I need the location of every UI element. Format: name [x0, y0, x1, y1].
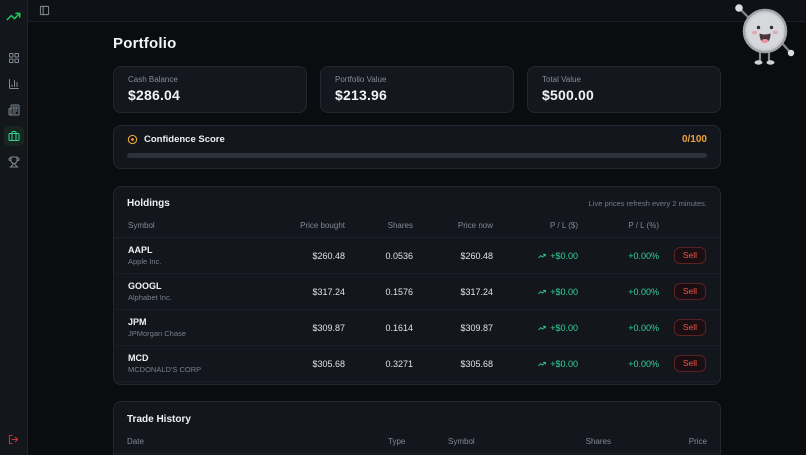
- holding-pl-dollar: +$0.00: [493, 359, 578, 369]
- table-row: AAPL Apple Inc. $260.48 0.0536 $260.48 +…: [114, 238, 720, 274]
- holding-price-bought: $260.48: [312, 250, 345, 261]
- stat-label: Total Value: [542, 75, 581, 84]
- column-header: Symbol: [128, 221, 155, 230]
- trending-up-icon: [6, 12, 21, 21]
- column-header: Date: [127, 437, 144, 446]
- column-header: Price now: [457, 221, 493, 230]
- column-header: Price bought: [300, 221, 345, 230]
- holding-shares: 0.3271: [385, 358, 413, 369]
- holding-shares: 0.0536: [385, 250, 413, 261]
- stat-value: $286.04: [128, 87, 181, 103]
- confidence-panel: Confidence Score 0/100: [113, 125, 721, 169]
- holding-symbol: JPM: [128, 317, 147, 327]
- holding-price-now: $305.68: [460, 358, 493, 369]
- trade-history-panel: Trade History Date Type Symbol Shares Pr…: [113, 401, 721, 455]
- holding-company: Alphabet Inc.: [128, 293, 172, 302]
- holding-shares: 0.1614: [385, 322, 413, 333]
- holding-price-bought: $309.87: [312, 322, 345, 333]
- table-row: MCD MCDONALD'S CORP $305.68 0.3271 $305.…: [114, 346, 720, 382]
- sell-button[interactable]: Sell: [673, 318, 706, 337]
- logout-icon: [8, 434, 19, 445]
- holding-price-now: $309.87: [460, 322, 493, 333]
- app-logo[interactable]: [6, 9, 21, 24]
- topbar: [28, 0, 806, 22]
- sell-button[interactable]: Sell: [673, 354, 706, 373]
- trade-history-table-header: Date Type Symbol Shares Price: [114, 435, 720, 454]
- sidebar-nav: [3, 48, 24, 172]
- holding-pl-dollar: +$0.00: [493, 251, 578, 261]
- confidence-progress-track: [127, 153, 707, 158]
- sidebar-item-dashboard[interactable]: [4, 48, 24, 68]
- sidebar-item-leaderboard[interactable]: [4, 152, 24, 172]
- stat-card: Cash Balance $286.04: [113, 66, 307, 113]
- holding-price-bought: $305.68: [312, 358, 345, 369]
- holding-pl-dollar: +$0.00: [493, 323, 578, 333]
- trending-up-icon: [538, 325, 546, 330]
- bar-chart-icon: [8, 79, 19, 89]
- holding-shares: 0.1576: [385, 286, 413, 297]
- briefcase-icon: [8, 131, 19, 141]
- sidebar-item-charts[interactable]: [4, 74, 24, 94]
- column-header: Price: [688, 437, 707, 446]
- trending-up-icon: [538, 361, 546, 366]
- stats-row: Cash Balance $286.04 Portfolio Value $21…: [113, 66, 721, 113]
- column-header: Symbol: [448, 437, 475, 446]
- newspaper-icon: [8, 104, 19, 116]
- sidebar-item-news[interactable]: [4, 100, 24, 120]
- trending-up-icon: [538, 253, 546, 258]
- holding-price-now: $317.24: [460, 286, 493, 297]
- panel-left-icon: [39, 5, 49, 16]
- holding-price-now: $260.48: [460, 250, 493, 261]
- column-header: P / L ($): [549, 221, 578, 230]
- trending-up-icon: [538, 289, 546, 294]
- stat-label: Cash Balance: [128, 75, 178, 84]
- holding-pl-dollar: +$0.00: [493, 287, 578, 297]
- trade-history-title: Trade History: [127, 414, 191, 425]
- sell-button[interactable]: Sell: [673, 246, 706, 265]
- holding-pl-pct: +0.00%: [628, 358, 659, 369]
- grid-icon: [8, 53, 19, 63]
- sidebar-toggle-button[interactable]: [36, 3, 52, 19]
- holding-company: JPMorgan Chase: [128, 329, 186, 338]
- holding-company: Apple Inc.: [128, 257, 162, 266]
- holding-company: MCDONALD'S CORP: [128, 365, 202, 374]
- main-area: Portfolio Cash Balance $286.04 Portfolio…: [28, 0, 806, 455]
- column-header: P / L (%): [628, 221, 659, 230]
- holding-symbol: MCD: [128, 353, 149, 363]
- sidebar: [0, 0, 28, 455]
- holdings-table-header: Symbol Price bought Shares Price now P /…: [114, 219, 720, 238]
- stat-label: Portfolio Value: [335, 75, 387, 84]
- trophy-icon: [8, 156, 19, 168]
- holding-price-bought: $317.24: [312, 286, 345, 297]
- holding-pl-pct: +0.00%: [628, 322, 659, 333]
- stat-value: $500.00: [542, 87, 595, 103]
- gauge-icon: [127, 134, 138, 145]
- stat-card: Portfolio Value $213.96: [320, 66, 514, 113]
- holding-symbol: GOOGL: [128, 281, 162, 291]
- holdings-panel: Holdings Live prices refresh every 2 min…: [113, 186, 721, 385]
- holding-pl-pct: +0.00%: [628, 286, 659, 297]
- confidence-score: 0/100: [681, 134, 707, 145]
- table-row: GOOGL Alphabet Inc. $317.24 0.1576 $317.…: [114, 274, 720, 310]
- sidebar-item-portfolio[interactable]: [3, 126, 24, 146]
- table-row: JPM JPMorgan Chase $309.87 0.1614 $309.8…: [114, 310, 720, 346]
- column-header: Type: [388, 437, 406, 446]
- confidence-label: Confidence Score: [144, 134, 225, 145]
- page-content: Portfolio Cash Balance $286.04 Portfolio…: [28, 22, 806, 455]
- holdings-refresh-note: Live prices refresh every 2 minutes.: [588, 199, 707, 208]
- stat-value: $213.96: [335, 87, 388, 103]
- logout-button[interactable]: [8, 434, 19, 445]
- column-header: Shares: [387, 221, 413, 230]
- stat-card: Total Value $500.00: [527, 66, 721, 113]
- sell-button[interactable]: Sell: [673, 282, 706, 301]
- column-header: Shares: [585, 437, 611, 446]
- page-title: Portfolio: [113, 35, 177, 52]
- holdings-title: Holdings: [127, 198, 170, 209]
- holding-symbol: AAPL: [128, 245, 153, 255]
- holding-pl-pct: +0.00%: [628, 250, 659, 261]
